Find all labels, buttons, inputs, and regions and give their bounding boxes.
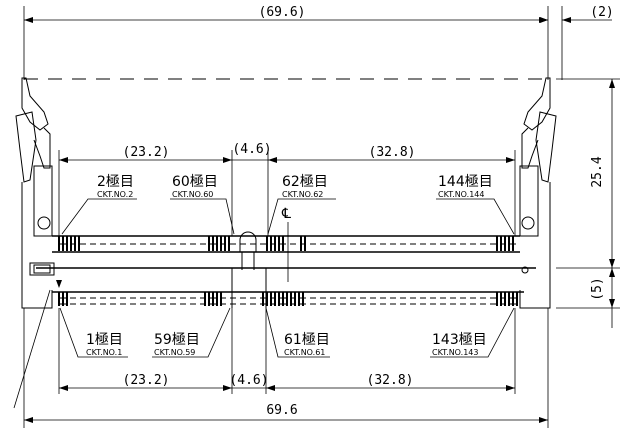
pins-61 <box>262 292 304 306</box>
pins-1 <box>58 292 68 306</box>
right-latch <box>519 77 557 309</box>
upper-pin-labels: 2極目 CKT.NO.2 60極目 CKT.NO.60 62極目 CKT.NO.… <box>61 174 515 235</box>
lower-right-dim: (32.8) <box>367 373 414 388</box>
pin143-label: 143極目 <box>432 332 487 348</box>
pin2-label: 2極目 <box>97 174 134 190</box>
bottom-overall-dimension: 69.6 <box>13 289 549 428</box>
pin144-label: 144極目 <box>438 174 493 190</box>
pins-144 <box>496 236 514 251</box>
lower-mid-dim: (4.6) <box>229 373 268 388</box>
pins-59 <box>204 292 222 306</box>
pins-143 <box>496 292 518 306</box>
upper-right-dim: (32.8) <box>369 145 416 160</box>
centerline-mark: ℄ <box>281 206 291 222</box>
pin-groups <box>56 236 518 306</box>
upper-pitch-dimensions: (23.2) (4.6) (32.8) <box>58 142 516 236</box>
lower-pitch-dimensions: (23.2) (4.6) (32.8) <box>58 308 516 394</box>
pin62-ckt: CKT.NO.62 <box>282 190 323 199</box>
pin2-ckt: CKT.NO.2 <box>97 190 133 199</box>
top-right-dim: (2) <box>590 5 613 20</box>
bottom-overall-dim: 69.6 <box>266 403 297 418</box>
upper-mid-dim: (4.6) <box>232 142 271 157</box>
left-latch <box>15 77 55 309</box>
height-low-dim: (5) <box>590 277 605 300</box>
pin60-ckt: CKT.NO.60 <box>172 190 213 199</box>
right-vertical-dimensions: 25.4 (5) <box>556 78 620 328</box>
top-overall-dimension: (69.6) (2) <box>23 5 614 80</box>
upper-left-dim: (23.2) <box>123 145 170 160</box>
pins-2 <box>58 236 80 251</box>
pin59-label: 59極目 <box>154 332 200 348</box>
lower-pin-labels: 1極目 CKT.NO.1 59極目 CKT.NO.59 61極目 CKT.NO.… <box>59 307 515 358</box>
pin60-label: 60極目 <box>172 174 218 190</box>
pins-60 <box>208 236 230 251</box>
height-main-dim: 25.4 <box>590 156 605 187</box>
pin1-label: 1極目 <box>86 332 123 348</box>
pin1-ckt: CKT.NO.1 <box>86 348 122 357</box>
lower-left-dim: (23.2) <box>123 373 170 388</box>
pin62-label: 62極目 <box>282 174 328 190</box>
pins-62 <box>266 236 306 251</box>
pin143-ckt: CKT.NO.143 <box>432 348 478 357</box>
pin59-ckt: CKT.NO.59 <box>154 348 195 357</box>
pin61-ckt: CKT.NO.61 <box>284 348 325 357</box>
pin61-label: 61極目 <box>284 332 330 348</box>
pin144-ckt: CKT.NO.144 <box>438 190 484 199</box>
top-overall-dim: (69.6) <box>259 5 306 20</box>
pin1-marker <box>56 280 62 288</box>
